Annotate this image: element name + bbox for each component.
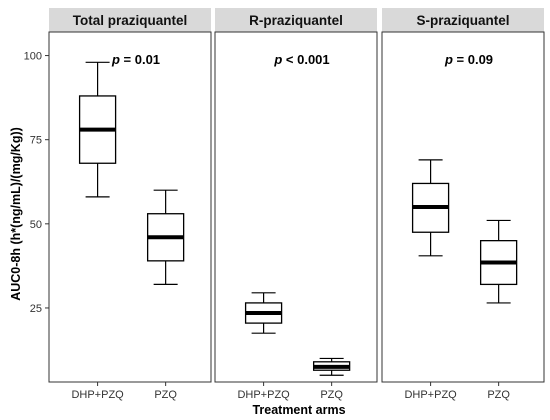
x-axis-title: Treatment arms — [252, 403, 345, 417]
panel-title: Total praziquantel — [73, 13, 188, 28]
p-value-annotation: p = 0.09 — [444, 52, 493, 67]
box-dhp-pzq — [244, 292, 283, 334]
y-axis: 25 50 75 100 — [24, 51, 49, 315]
panel-title: S-praziquantel — [416, 13, 509, 28]
p-value-symbol: p — [111, 52, 120, 67]
p-value-symbol: p — [273, 52, 282, 67]
box-pzq — [146, 189, 185, 286]
box-dhp-pzq — [411, 159, 450, 257]
y-axis-title: AUC0-8h (h*(ng/mL)/(mg/Kg)) — [9, 127, 23, 301]
x-tick-label: DHP+PZQ — [237, 389, 290, 401]
panel: S-praziquantel p = 0.09 DHP+PZQ PZQ — [381, 8, 545, 401]
panel-strip — [215, 8, 377, 32]
panel: R-praziquantel p < 0.001 DHP+PZQ PZQ — [214, 8, 378, 401]
box-dhp-pzq — [78, 61, 117, 198]
p-value-text: = 0.09 — [453, 52, 493, 67]
panel-title: R-praziquantel — [249, 13, 343, 28]
x-tick-label: PZQ — [320, 389, 343, 401]
p-value-annotation: p = 0.01 — [111, 52, 160, 67]
panel-strip — [49, 8, 211, 32]
y-tick-label: 25 — [30, 303, 42, 315]
x-tick-label: DHP+PZQ — [71, 389, 124, 401]
box-pzq — [479, 219, 518, 304]
p-value-annotation: p < 0.001 — [273, 52, 329, 67]
panel-frame — [48, 31, 212, 383]
panel-frame — [381, 31, 545, 383]
y-tick-label: 75 — [30, 135, 42, 147]
p-value-text: < 0.001 — [282, 52, 329, 67]
y-axis-title-group: AUC0-8h (h*(ng/mL)/(mg/Kg)) — [9, 127, 23, 301]
x-tick-label: PZQ — [487, 389, 510, 401]
panel: Total praziquantel p = 0.01 DHP+PZQ PZQ — [48, 8, 212, 401]
y-tick-label: 100 — [24, 51, 42, 63]
y-tick-label: 50 — [30, 219, 42, 231]
p-value-text: = 0.01 — [120, 52, 160, 67]
box-pzq — [312, 357, 351, 376]
panel-frame — [214, 31, 378, 383]
x-tick-label: DHP+PZQ — [404, 389, 457, 401]
panel-strip — [382, 8, 544, 32]
p-value-symbol: p — [444, 52, 453, 67]
x-tick-label: PZQ — [154, 389, 177, 401]
